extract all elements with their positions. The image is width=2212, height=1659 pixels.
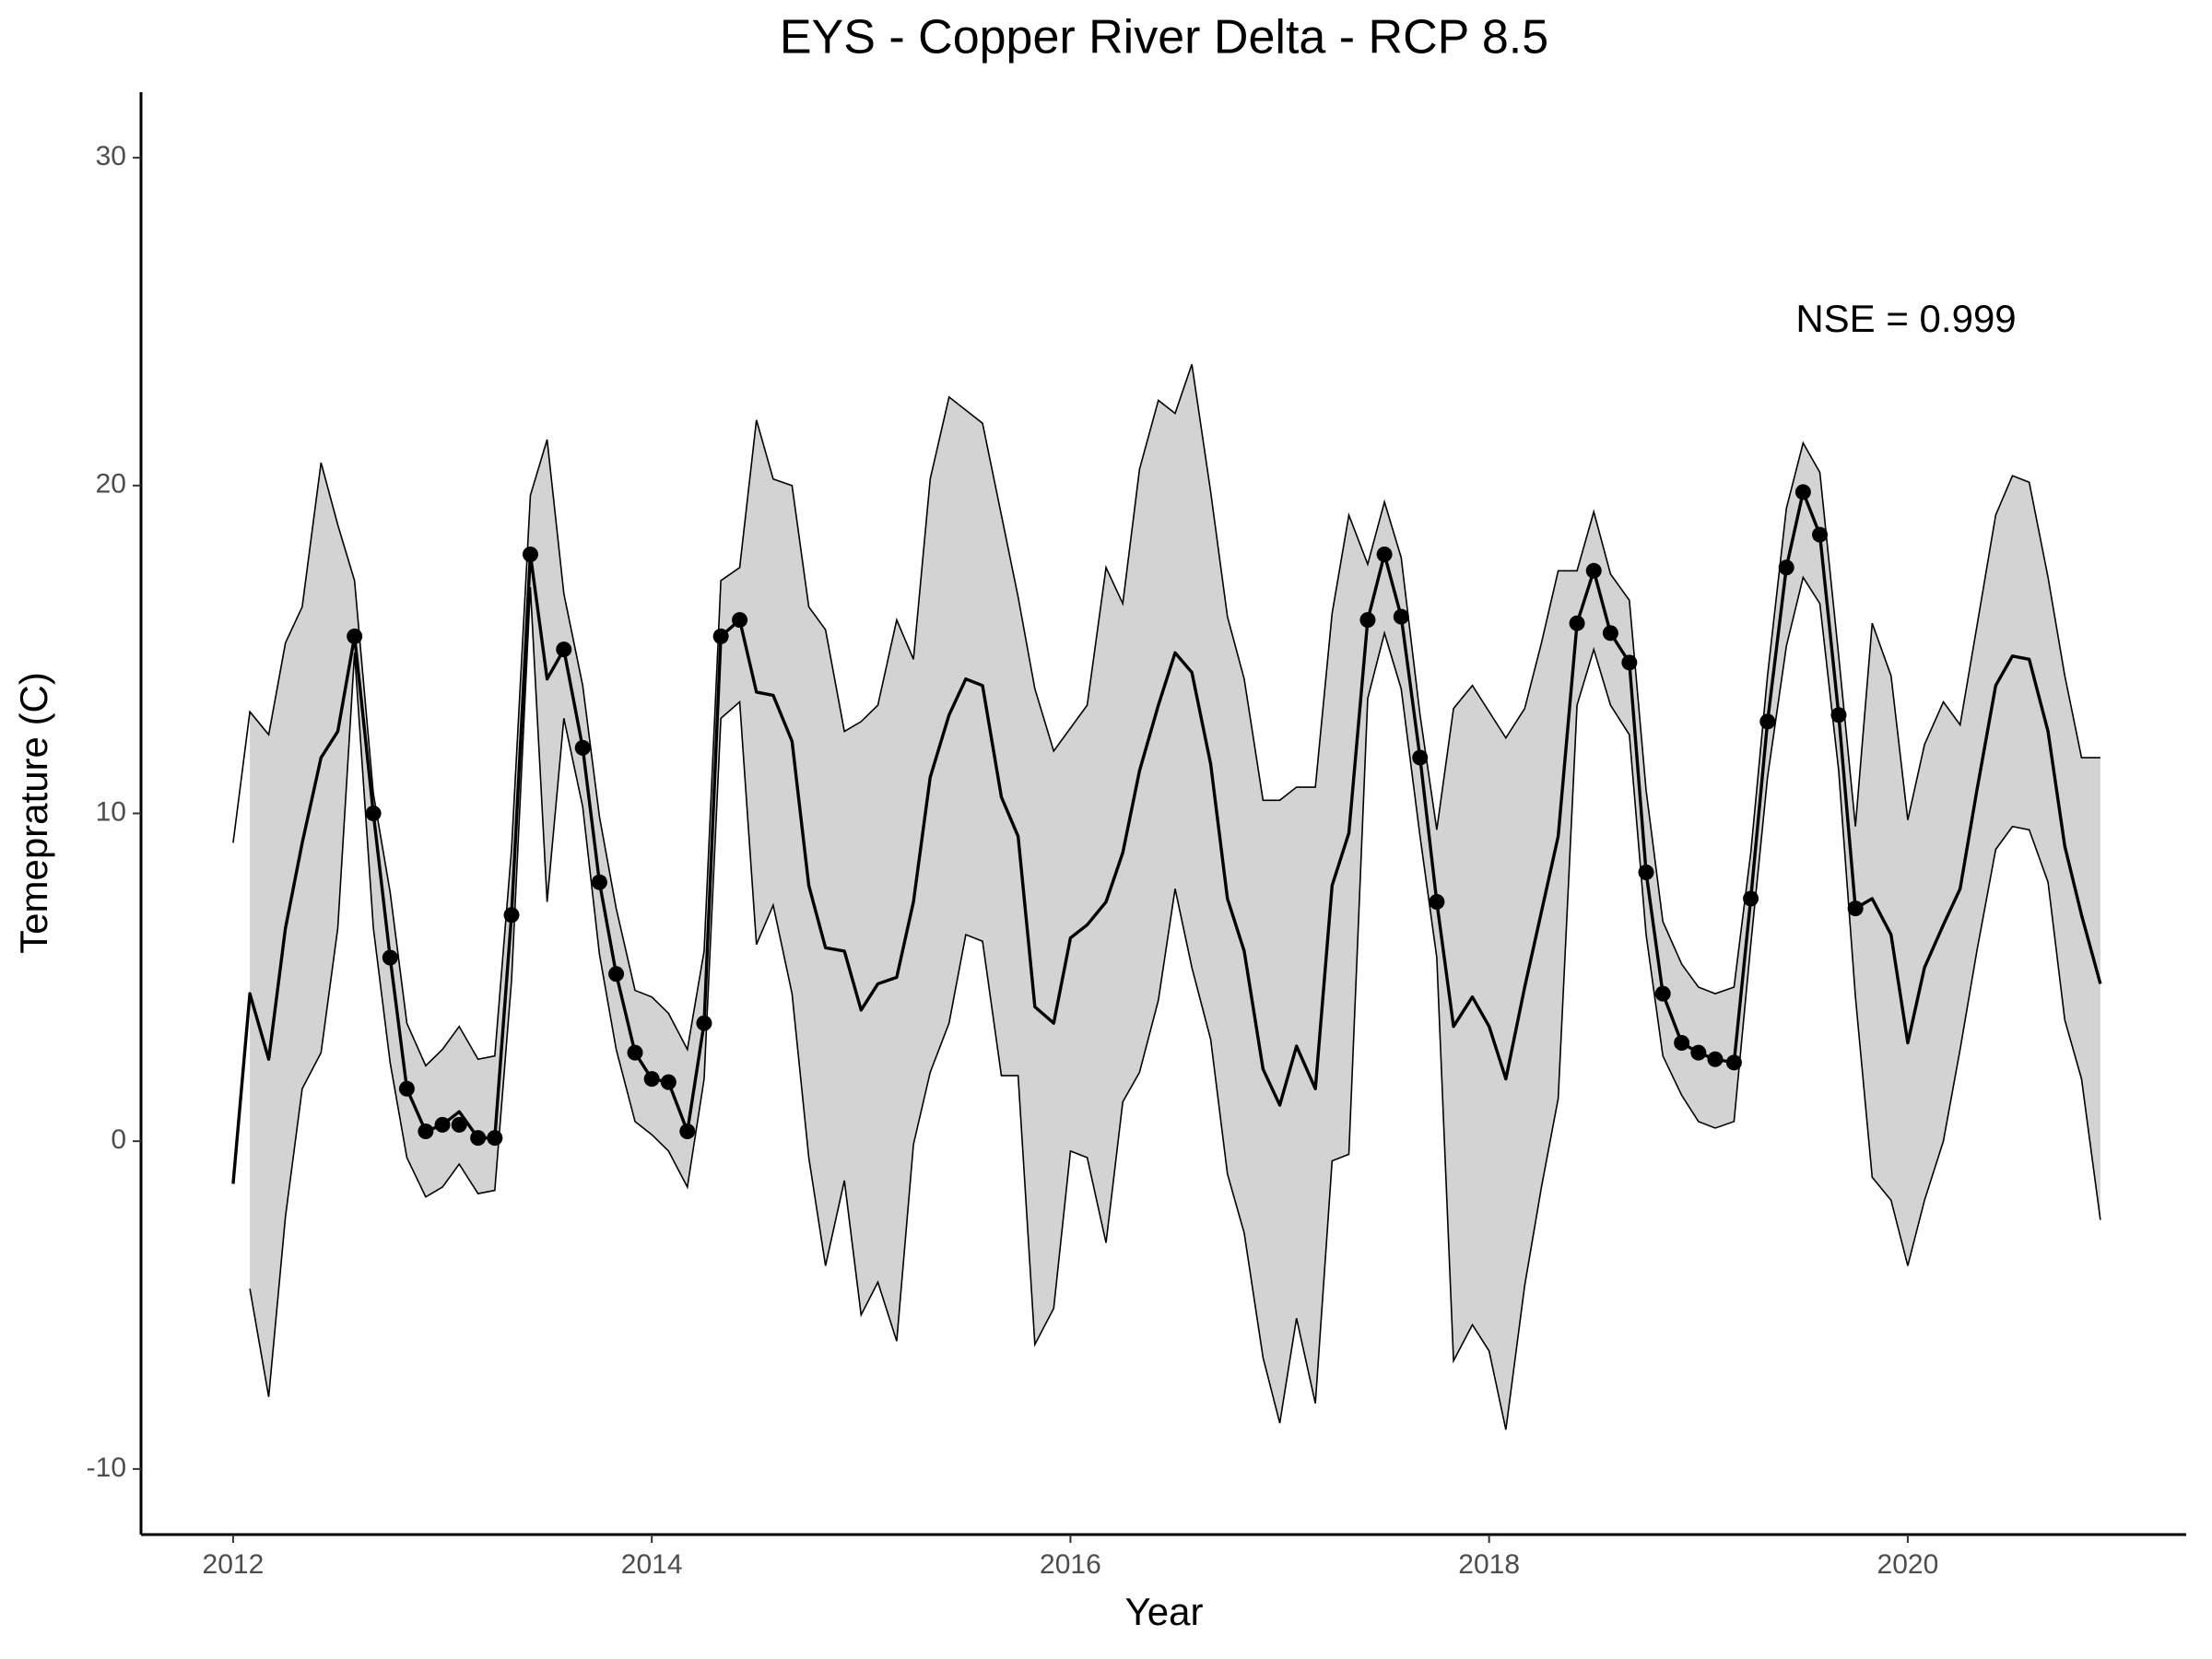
observed-point <box>487 1130 503 1147</box>
x-tick-label: 2018 <box>1458 1549 1520 1580</box>
observed-point <box>1393 608 1409 625</box>
observed-point <box>1794 484 1811 500</box>
observed-point <box>696 1015 712 1031</box>
observed-point <box>1759 713 1776 730</box>
observed-point <box>434 1116 451 1133</box>
y-axis-label: Temeprature (C) <box>12 672 55 954</box>
observed-point <box>1847 900 1864 917</box>
y-tick-label: 0 <box>111 1124 126 1155</box>
observed-point <box>522 547 538 563</box>
observed-point <box>556 641 572 658</box>
observed-point <box>1778 559 1794 576</box>
observed-point <box>1376 547 1393 563</box>
observed-point <box>1690 1044 1707 1061</box>
observed-point <box>1359 612 1376 629</box>
observed-point <box>627 1044 643 1061</box>
observed-point <box>1725 1054 1742 1071</box>
observed-point <box>1569 615 1585 631</box>
observed-point <box>1412 749 1429 766</box>
observed-point <box>1707 1051 1724 1067</box>
observed-point <box>679 1124 696 1140</box>
observed-point <box>398 1080 415 1097</box>
observed-point <box>1674 1034 1690 1051</box>
observed-point <box>1429 894 1445 911</box>
annotation: NSE = 0.999 <box>1795 297 2016 340</box>
observed-point <box>365 806 382 821</box>
observed-point <box>660 1074 677 1090</box>
observed-point <box>451 1116 467 1133</box>
observed-point <box>1602 625 1618 641</box>
observed-point <box>382 949 398 966</box>
observed-point <box>503 907 520 924</box>
x-tick-label: 2020 <box>1877 1549 1939 1580</box>
band-lower-line <box>249 575 2101 1430</box>
observed-point <box>1621 654 1638 671</box>
observed-point <box>470 1130 487 1147</box>
observed-point <box>643 1071 660 1088</box>
x-tick-label: 2014 <box>621 1549 683 1580</box>
x-tick-label: 2012 <box>203 1549 265 1580</box>
ribbon <box>250 364 2100 1430</box>
chart-title: EYS - Copper River Delta - RCP 8.5 <box>780 11 1548 65</box>
observed-point <box>1654 985 1671 1002</box>
observed-point <box>418 1124 434 1140</box>
observed-point <box>1830 707 1847 724</box>
observed-point <box>574 739 591 756</box>
x-axis-label: Year <box>1125 1590 1204 1633</box>
observed-point <box>1743 890 1759 907</box>
y-tick-label: 30 <box>96 141 126 171</box>
x-tick-label: 2016 <box>1040 1549 1101 1580</box>
observed-point <box>1638 865 1654 881</box>
observed-point <box>591 874 607 890</box>
band-upper-line <box>232 363 2100 1067</box>
y-tick-label: 20 <box>96 469 126 500</box>
observed-point <box>712 628 729 644</box>
y-tick-label: 10 <box>96 796 126 827</box>
observed-point <box>1585 562 1602 579</box>
observed-point <box>347 628 363 644</box>
mean-line <box>231 490 2102 1184</box>
observed-point <box>732 612 748 629</box>
y-tick-label: -10 <box>87 1453 126 1483</box>
observed-point <box>1812 526 1829 543</box>
observed-point <box>608 966 625 982</box>
